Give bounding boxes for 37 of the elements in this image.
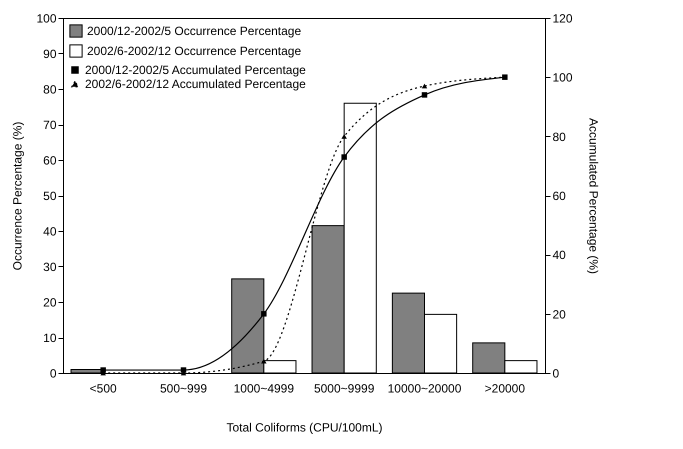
y2-tick-label: 20 [552, 307, 566, 322]
y-tick-label: 70 [43, 118, 57, 132]
point [422, 84, 428, 88]
bar [70, 368, 104, 374]
y-tick-label: 60 [43, 154, 57, 168]
legend-label: 2000/12-2002/5 Accumulated Percentage [85, 63, 306, 77]
point [261, 311, 267, 317]
y-tick-label: 100 [36, 12, 57, 26]
y2-tick-label: 120 [552, 12, 573, 26]
y-tick-label: 0 [50, 366, 57, 380]
legend-label: 2000/12-2002/5 Occurrence Percentage [87, 24, 302, 38]
point [261, 358, 267, 364]
y-tick-label: 30 [43, 260, 57, 274]
y2-tick-label: 80 [552, 130, 566, 144]
x-tick-label: <500 [90, 382, 118, 396]
y2-tick-label: 60 [552, 189, 566, 203]
y-tick-label: 50 [43, 189, 57, 203]
y2-axis-title: Accumulated Percentage (%) [586, 118, 601, 274]
x-tick-label: >20000 [484, 382, 526, 396]
legend-label: 2002/6-2002/12 Occurrence Percentage [87, 44, 302, 58]
y-tick-label: 40 [43, 224, 57, 238]
y2-tick-label: 40 [552, 248, 566, 262]
y-axis-title: Occurrence Percentage (%) [10, 122, 24, 270]
point [341, 154, 347, 160]
y-tick-label: 80 [43, 82, 57, 96]
x-tick-label: 1000~4999 [234, 382, 294, 396]
y2-tick-label: 0 [552, 366, 560, 380]
y2-tick-label: 100 [552, 70, 573, 85]
point [422, 92, 428, 98]
x-tick-label: 500~999 [160, 382, 208, 396]
x-tick-label: 10000~20000 [388, 382, 462, 396]
y-tick-label: 20 [43, 296, 57, 310]
x-tick-label: 5000~9999 [314, 382, 375, 396]
x-axis-title: Total Coliforms (CPU/100mL) [226, 420, 383, 434]
y-tick-label: 10 [43, 331, 57, 345]
y-tick-label: 90 [43, 47, 57, 61]
legend-label: 2002/6-2002/12 Accumulated Percentage [85, 77, 306, 91]
